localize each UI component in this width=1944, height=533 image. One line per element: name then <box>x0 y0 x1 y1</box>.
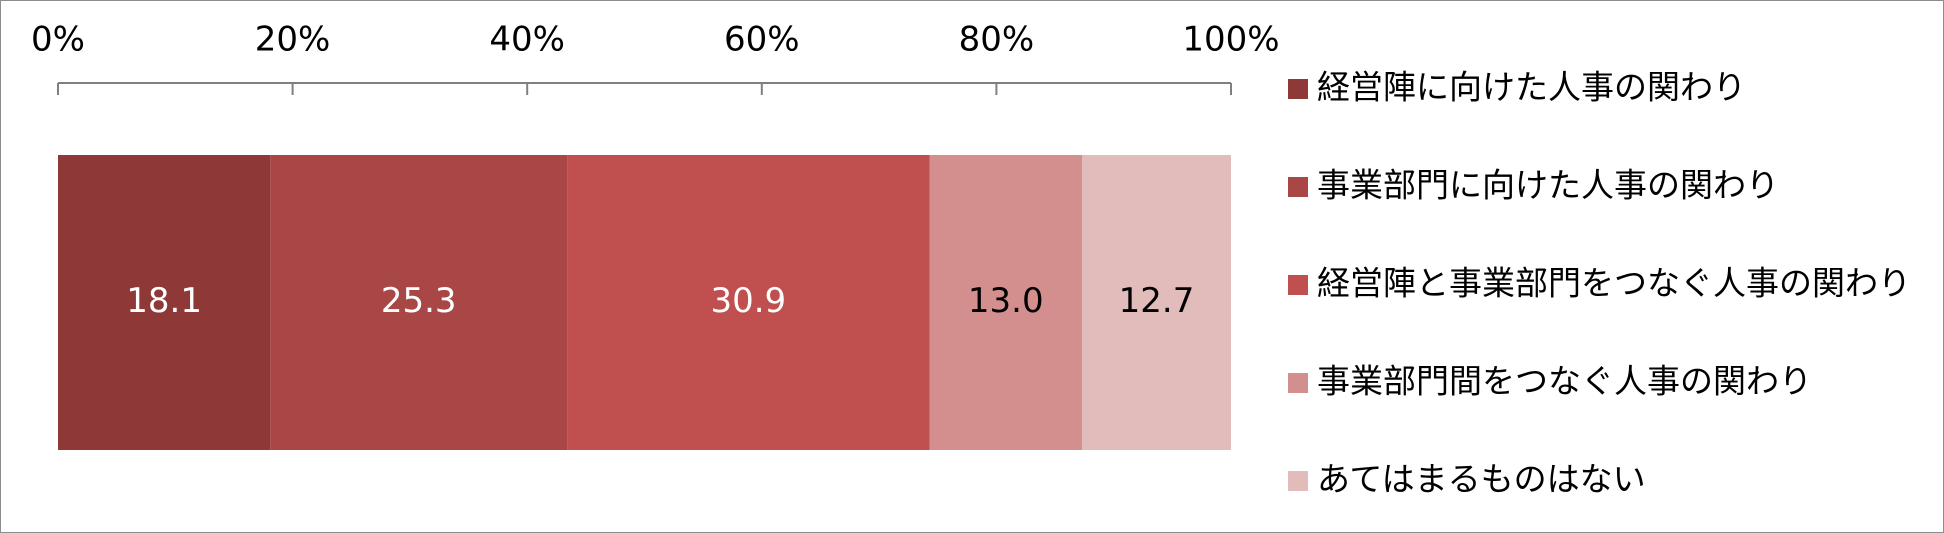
x-axis: 0% 20% 40% 60% 80% 100% <box>31 20 1280 95</box>
bar-segment <box>929 155 1083 450</box>
legend-item: 事業部門に向けた人事の関わり <box>1288 166 1779 205</box>
legend-swatch <box>1288 373 1308 393</box>
legend-swatch <box>1288 471 1308 491</box>
bar-data-label: 13.0 <box>968 281 1044 321</box>
legend-item: 経営陣に向けた人事の関わり <box>1288 68 1746 107</box>
bar-segment <box>270 155 568 450</box>
x-tick-label: 100% <box>1182 20 1279 60</box>
legend-label: 経営陣と事業部門をつなぐ人事の関わり <box>1317 264 1911 303</box>
legend-item: 経営陣と事業部門をつなぐ人事の関わり <box>1288 264 1911 303</box>
legend-label: 経営陣に向けた人事の関わり <box>1317 68 1746 107</box>
legend: 経営陣に向けた人事の関わり事業部門に向けた人事の関わり経営陣と事業部門をつなぐ人… <box>1288 68 1911 499</box>
bars: 18.1 25.3 30.9 13.0 12.7 <box>58 155 1231 450</box>
legend-swatch <box>1288 79 1308 99</box>
bar-segment <box>567 155 930 450</box>
bar-segment <box>1082 155 1231 450</box>
bar-data-label: 25.3 <box>381 281 457 321</box>
x-tick-label: 0% <box>31 20 85 60</box>
bar-data-label: 18.1 <box>126 281 202 321</box>
legend-item: あてはまるものはない <box>1288 460 1646 499</box>
x-tick-label: 20% <box>255 20 331 60</box>
x-tick-label: 80% <box>959 20 1035 60</box>
legend-label: 事業部門間をつなぐ人事の関わり <box>1317 362 1812 401</box>
legend-swatch <box>1288 177 1308 197</box>
legend-item: 事業部門間をつなぐ人事の関わり <box>1288 362 1812 401</box>
legend-label: あてはまるものはない <box>1317 460 1646 499</box>
x-tick-label: 40% <box>489 20 565 60</box>
legend-swatch <box>1288 275 1308 295</box>
bar-segment <box>58 155 271 450</box>
bar-data-label: 12.7 <box>1119 281 1195 321</box>
x-tick-label: 60% <box>724 20 800 60</box>
legend-label: 事業部門に向けた人事の関わり <box>1317 166 1779 205</box>
bar-data-label: 30.9 <box>710 281 786 321</box>
